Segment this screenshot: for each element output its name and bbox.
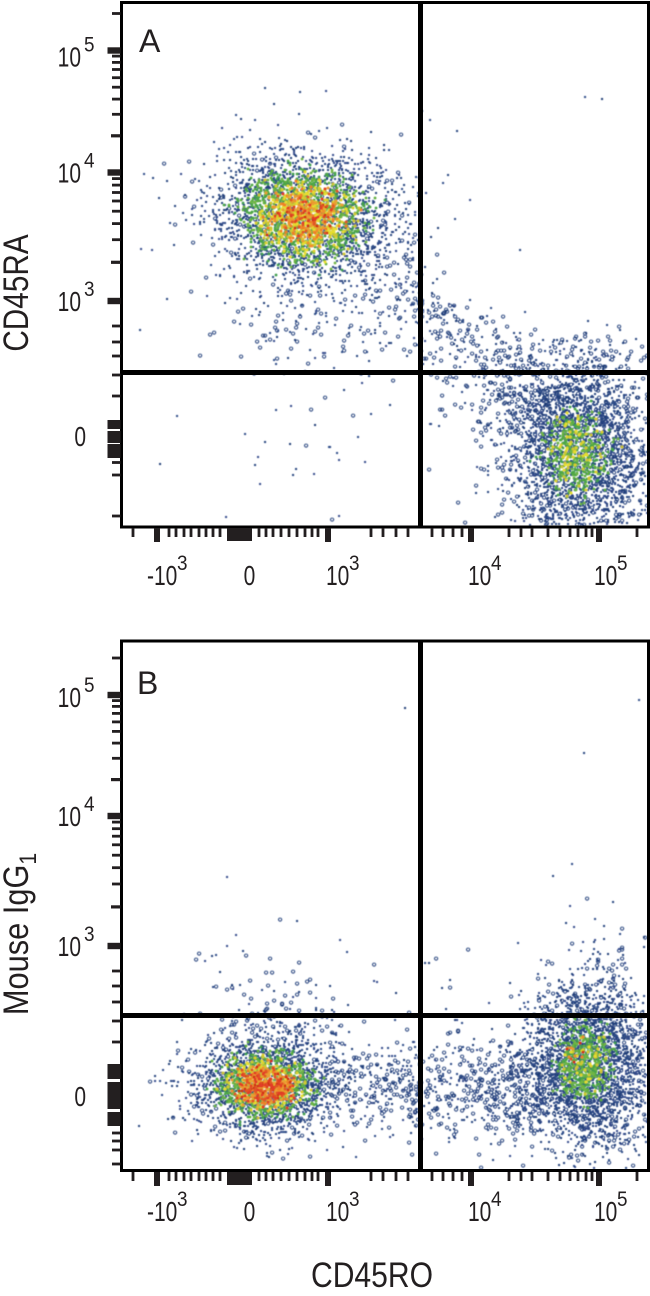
- svg-text:-10: -10: [147, 561, 177, 592]
- svg-text:3: 3: [349, 552, 360, 575]
- svg-text:10: 10: [58, 159, 81, 190]
- svg-text:3: 3: [84, 923, 95, 946]
- svg-text:5: 5: [617, 552, 628, 575]
- svg-text:5: 5: [84, 34, 95, 57]
- svg-text:10: 10: [58, 287, 81, 318]
- svg-text:3: 3: [349, 1188, 360, 1211]
- svg-text:10: 10: [58, 683, 81, 714]
- svg-text:5: 5: [84, 674, 95, 697]
- svg-text:3: 3: [84, 278, 95, 301]
- svg-text:10: 10: [594, 1197, 617, 1228]
- svg-text:10: 10: [58, 43, 81, 74]
- svg-text:4: 4: [84, 150, 95, 173]
- svg-text:4: 4: [84, 793, 95, 816]
- svg-text:0: 0: [74, 1082, 86, 1113]
- svg-text:10: 10: [58, 802, 81, 833]
- svg-text:10: 10: [326, 1197, 349, 1228]
- svg-text:0: 0: [244, 561, 256, 592]
- svg-text:10: 10: [594, 561, 617, 592]
- svg-text:10: 10: [326, 561, 349, 592]
- svg-text:4: 4: [491, 552, 502, 575]
- svg-text:10: 10: [468, 1197, 491, 1228]
- svg-text:Mouse IgG1: Mouse IgG1: [0, 853, 41, 1015]
- svg-text:3: 3: [177, 1188, 188, 1211]
- svg-text:4: 4: [491, 1188, 502, 1211]
- svg-text:B: B: [137, 665, 158, 701]
- svg-text:0: 0: [244, 1197, 256, 1228]
- svg-text:3: 3: [177, 552, 188, 575]
- svg-text:0: 0: [74, 422, 86, 453]
- svg-text:5: 5: [617, 1188, 628, 1211]
- svg-text:-10: -10: [147, 1197, 177, 1228]
- svg-text:10: 10: [58, 932, 81, 963]
- svg-text:CD45RO: CD45RO: [311, 1255, 433, 1295]
- svg-text:A: A: [139, 23, 161, 59]
- svg-text:CD45RA: CD45RA: [0, 234, 36, 352]
- svg-text:10: 10: [468, 561, 491, 592]
